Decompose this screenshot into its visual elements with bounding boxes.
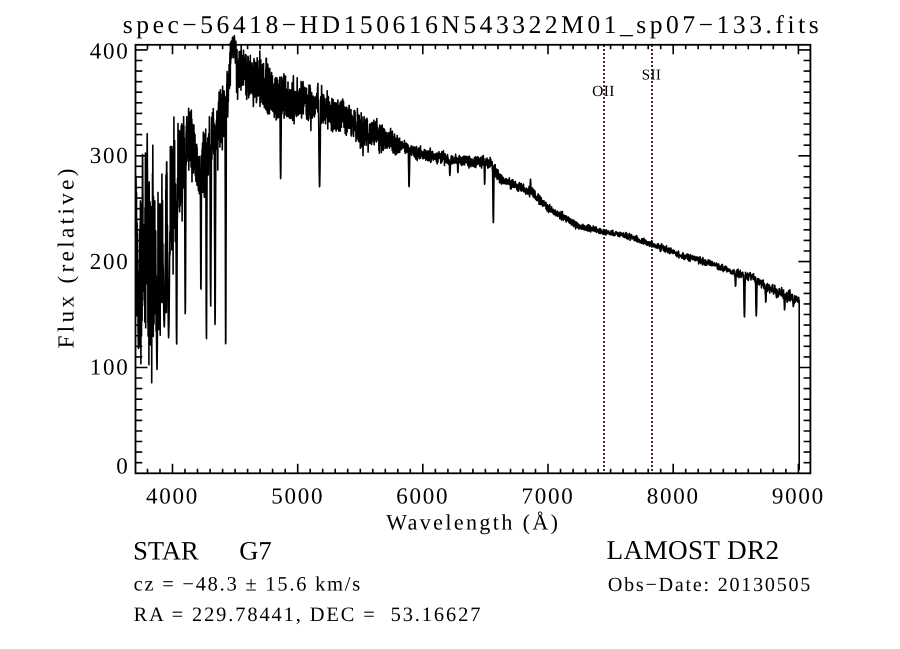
svg-text:OII: OII [592, 83, 615, 100]
svg-text:100: 100 [90, 355, 130, 380]
svg-text:7000: 7000 [522, 484, 575, 509]
svg-text:cz = −48.3 ± 15.6 km/s: cz = −48.3 ± 15.6 km/s [134, 573, 362, 595]
svg-text:6000: 6000 [396, 484, 449, 509]
svg-text:5000: 5000 [271, 484, 324, 509]
svg-text:Wavelength (Å): Wavelength (Å) [386, 510, 560, 535]
svg-text:4000: 4000 [146, 484, 199, 509]
svg-text:9000: 9000 [772, 484, 825, 509]
svg-text:0: 0 [116, 454, 129, 479]
svg-text:400: 400 [90, 39, 130, 64]
svg-text:LAMOST DR2: LAMOST DR2 [607, 535, 780, 565]
svg-text:RA = 229.78441, DEC = 53.1662: RA = 229.78441, DEC = 53.16627 [134, 604, 483, 626]
svg-text:8000: 8000 [647, 484, 700, 509]
svg-text:300: 300 [90, 143, 130, 168]
svg-text:SII: SII [642, 67, 662, 83]
svg-text:200: 200 [90, 249, 130, 274]
svg-text:Obs−Date: 20130505: Obs−Date: 20130505 [608, 574, 812, 596]
svg-text:STAR: STAR [133, 535, 199, 565]
svg-text:G7: G7 [239, 535, 271, 565]
svg-text:spec−56418−HD150616N543322M01_: spec−56418−HD150616N543322M01_sp07−133.f… [123, 10, 822, 39]
svg-text:Flux (relative): Flux (relative) [53, 165, 78, 348]
